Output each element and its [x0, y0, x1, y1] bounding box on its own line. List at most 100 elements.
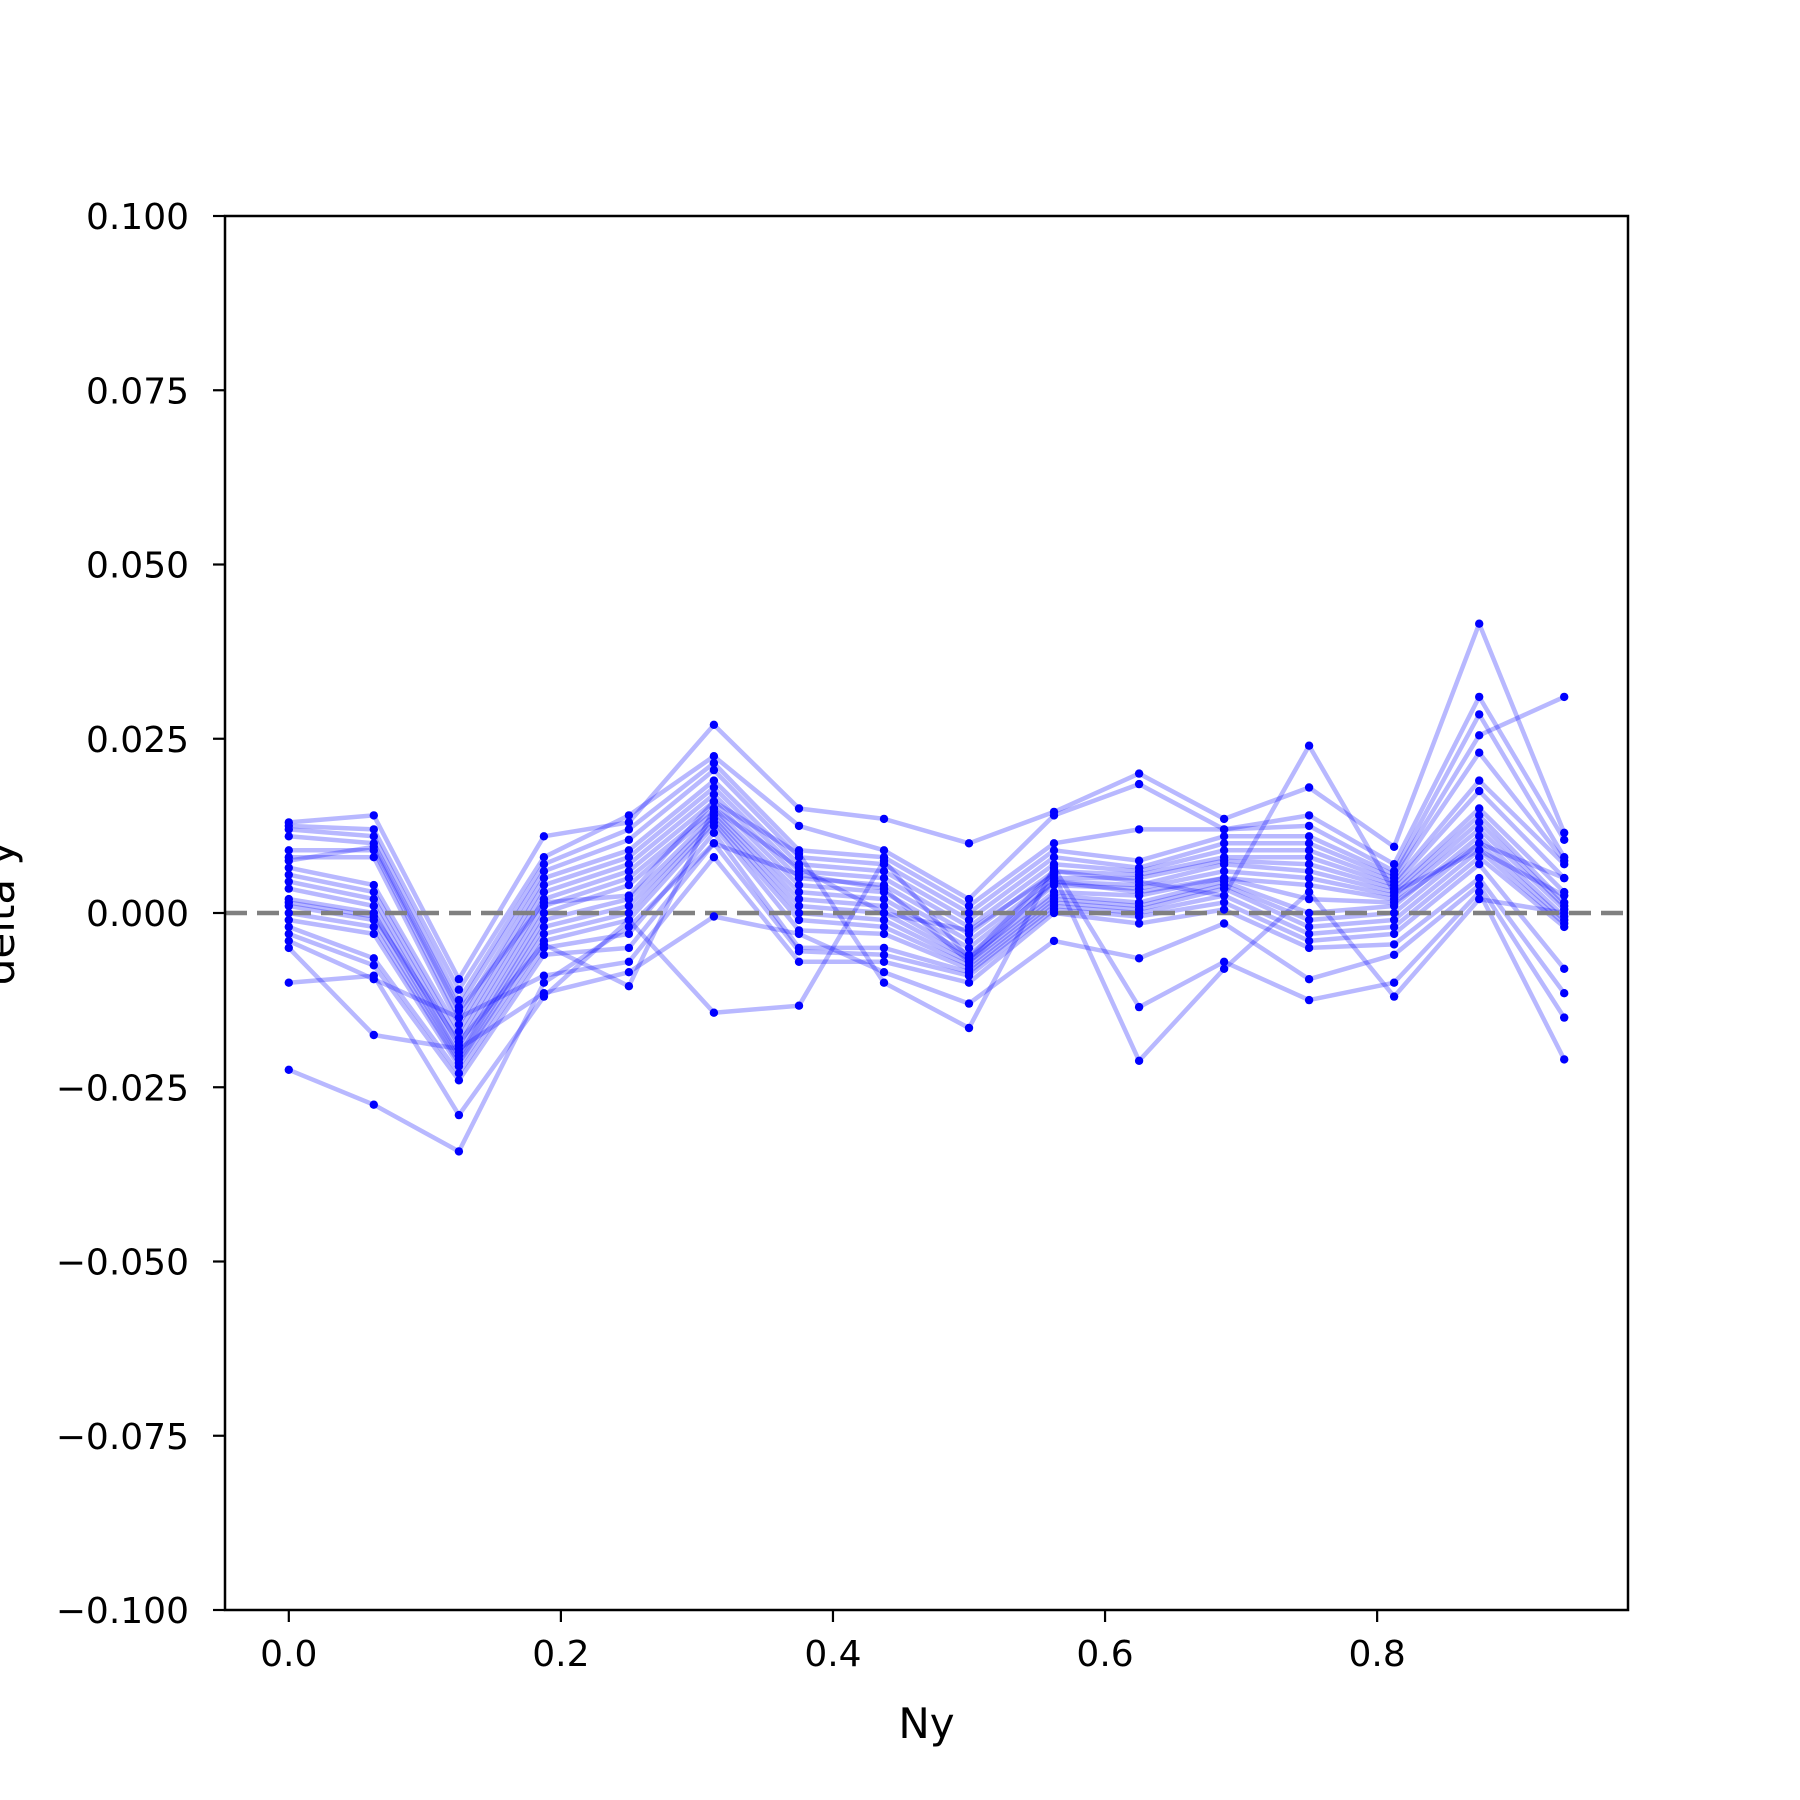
data-point — [879, 860, 889, 869]
data-point — [1475, 887, 1484, 897]
data-point — [1475, 832, 1484, 841]
data-point — [284, 832, 293, 841]
data-point — [964, 978, 974, 987]
series-line-21 — [288, 799, 1567, 1061]
data-point — [369, 853, 378, 862]
data-point — [879, 894, 889, 904]
y-tick-label: −0.025 — [56, 1068, 189, 1109]
data-point — [879, 978, 889, 987]
data-point — [1049, 908, 1059, 918]
series-line-13 — [288, 813, 1566, 1059]
data-point — [794, 901, 804, 911]
data-point — [624, 957, 634, 966]
data-point — [1304, 887, 1314, 897]
x-tick-label: 0.0 — [260, 1634, 317, 1675]
data-point — [1475, 692, 1484, 702]
series-line-15 — [288, 820, 1566, 1066]
data-point — [624, 915, 634, 925]
data-point — [1475, 853, 1484, 862]
data-point — [369, 912, 378, 921]
data-point — [964, 915, 974, 925]
data-point — [624, 968, 634, 977]
data-point — [1134, 873, 1144, 883]
data-point — [1389, 894, 1399, 904]
data-point — [879, 873, 889, 883]
data-point — [539, 898, 549, 907]
data-point — [879, 867, 889, 876]
data-point — [284, 884, 293, 893]
series-line-18 — [288, 841, 1566, 1083]
points-layer — [284, 619, 1569, 1156]
data-point — [369, 922, 378, 932]
data-point — [1389, 922, 1399, 932]
data-point — [624, 908, 634, 918]
data-point — [1389, 860, 1399, 869]
data-point — [879, 968, 889, 977]
data-point — [709, 765, 719, 775]
series-line-20 — [287, 882, 1567, 1052]
data-point — [284, 929, 293, 939]
data-point — [1134, 769, 1144, 778]
data-point — [284, 856, 293, 865]
data-point — [1304, 936, 1314, 946]
data-point — [1560, 908, 1569, 918]
data-point — [794, 821, 804, 831]
data-point — [539, 853, 549, 862]
data-point — [284, 978, 293, 987]
data-point — [1475, 818, 1484, 827]
data-point — [1304, 995, 1314, 1005]
data-point — [539, 908, 549, 918]
data-point — [369, 929, 378, 939]
data-point — [794, 849, 804, 858]
y-tick-label: 0.025 — [86, 720, 189, 761]
data-point — [709, 912, 719, 921]
data-point — [454, 1013, 464, 1022]
data-point — [709, 1008, 719, 1017]
data-point — [879, 922, 889, 932]
data-point — [1389, 992, 1399, 1001]
data-point — [369, 842, 378, 851]
data-point — [1304, 880, 1314, 890]
data-point — [964, 943, 974, 953]
data-point — [624, 891, 634, 900]
data-point — [624, 943, 634, 953]
data-point — [1049, 853, 1059, 862]
data-point — [1304, 975, 1314, 984]
data-point — [879, 943, 889, 953]
data-point — [624, 846, 634, 855]
data-point — [964, 839, 974, 848]
data-point — [1475, 731, 1484, 740]
data-point — [369, 961, 378, 970]
data-point — [1304, 929, 1314, 939]
data-point — [1219, 905, 1229, 914]
y-axis-label: delta y — [0, 841, 24, 986]
data-point — [1304, 922, 1314, 932]
data-point — [624, 873, 634, 883]
data-point — [1219, 891, 1229, 900]
data-point — [709, 828, 719, 837]
data-point — [1475, 873, 1484, 883]
data-point — [1389, 940, 1399, 949]
data-point — [284, 877, 293, 886]
data-point — [709, 853, 719, 862]
y-tick-label: 0.000 — [86, 894, 189, 935]
data-point — [454, 1110, 464, 1120]
data-point — [539, 978, 549, 987]
data-point — [1389, 978, 1399, 987]
data-point — [1389, 842, 1399, 851]
data-point — [1219, 919, 1229, 928]
data-point — [1560, 873, 1569, 883]
data-point — [1475, 619, 1484, 628]
data-point — [964, 971, 974, 980]
series-line-11 — [288, 806, 1566, 1048]
data-point — [1560, 887, 1569, 897]
data-point — [284, 870, 293, 879]
data-point — [709, 758, 719, 768]
series-line-12 — [288, 809, 1566, 1055]
data-point — [624, 818, 634, 827]
series-line-4 — [288, 694, 1567, 992]
data-point — [539, 929, 549, 939]
data-point — [1560, 860, 1569, 869]
data-point — [879, 915, 889, 925]
data-point — [794, 873, 804, 883]
